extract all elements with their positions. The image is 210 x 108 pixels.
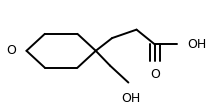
Text: O: O: [7, 44, 16, 57]
Text: OH: OH: [188, 38, 207, 51]
Text: O: O: [150, 68, 160, 81]
Text: OH: OH: [121, 92, 140, 105]
